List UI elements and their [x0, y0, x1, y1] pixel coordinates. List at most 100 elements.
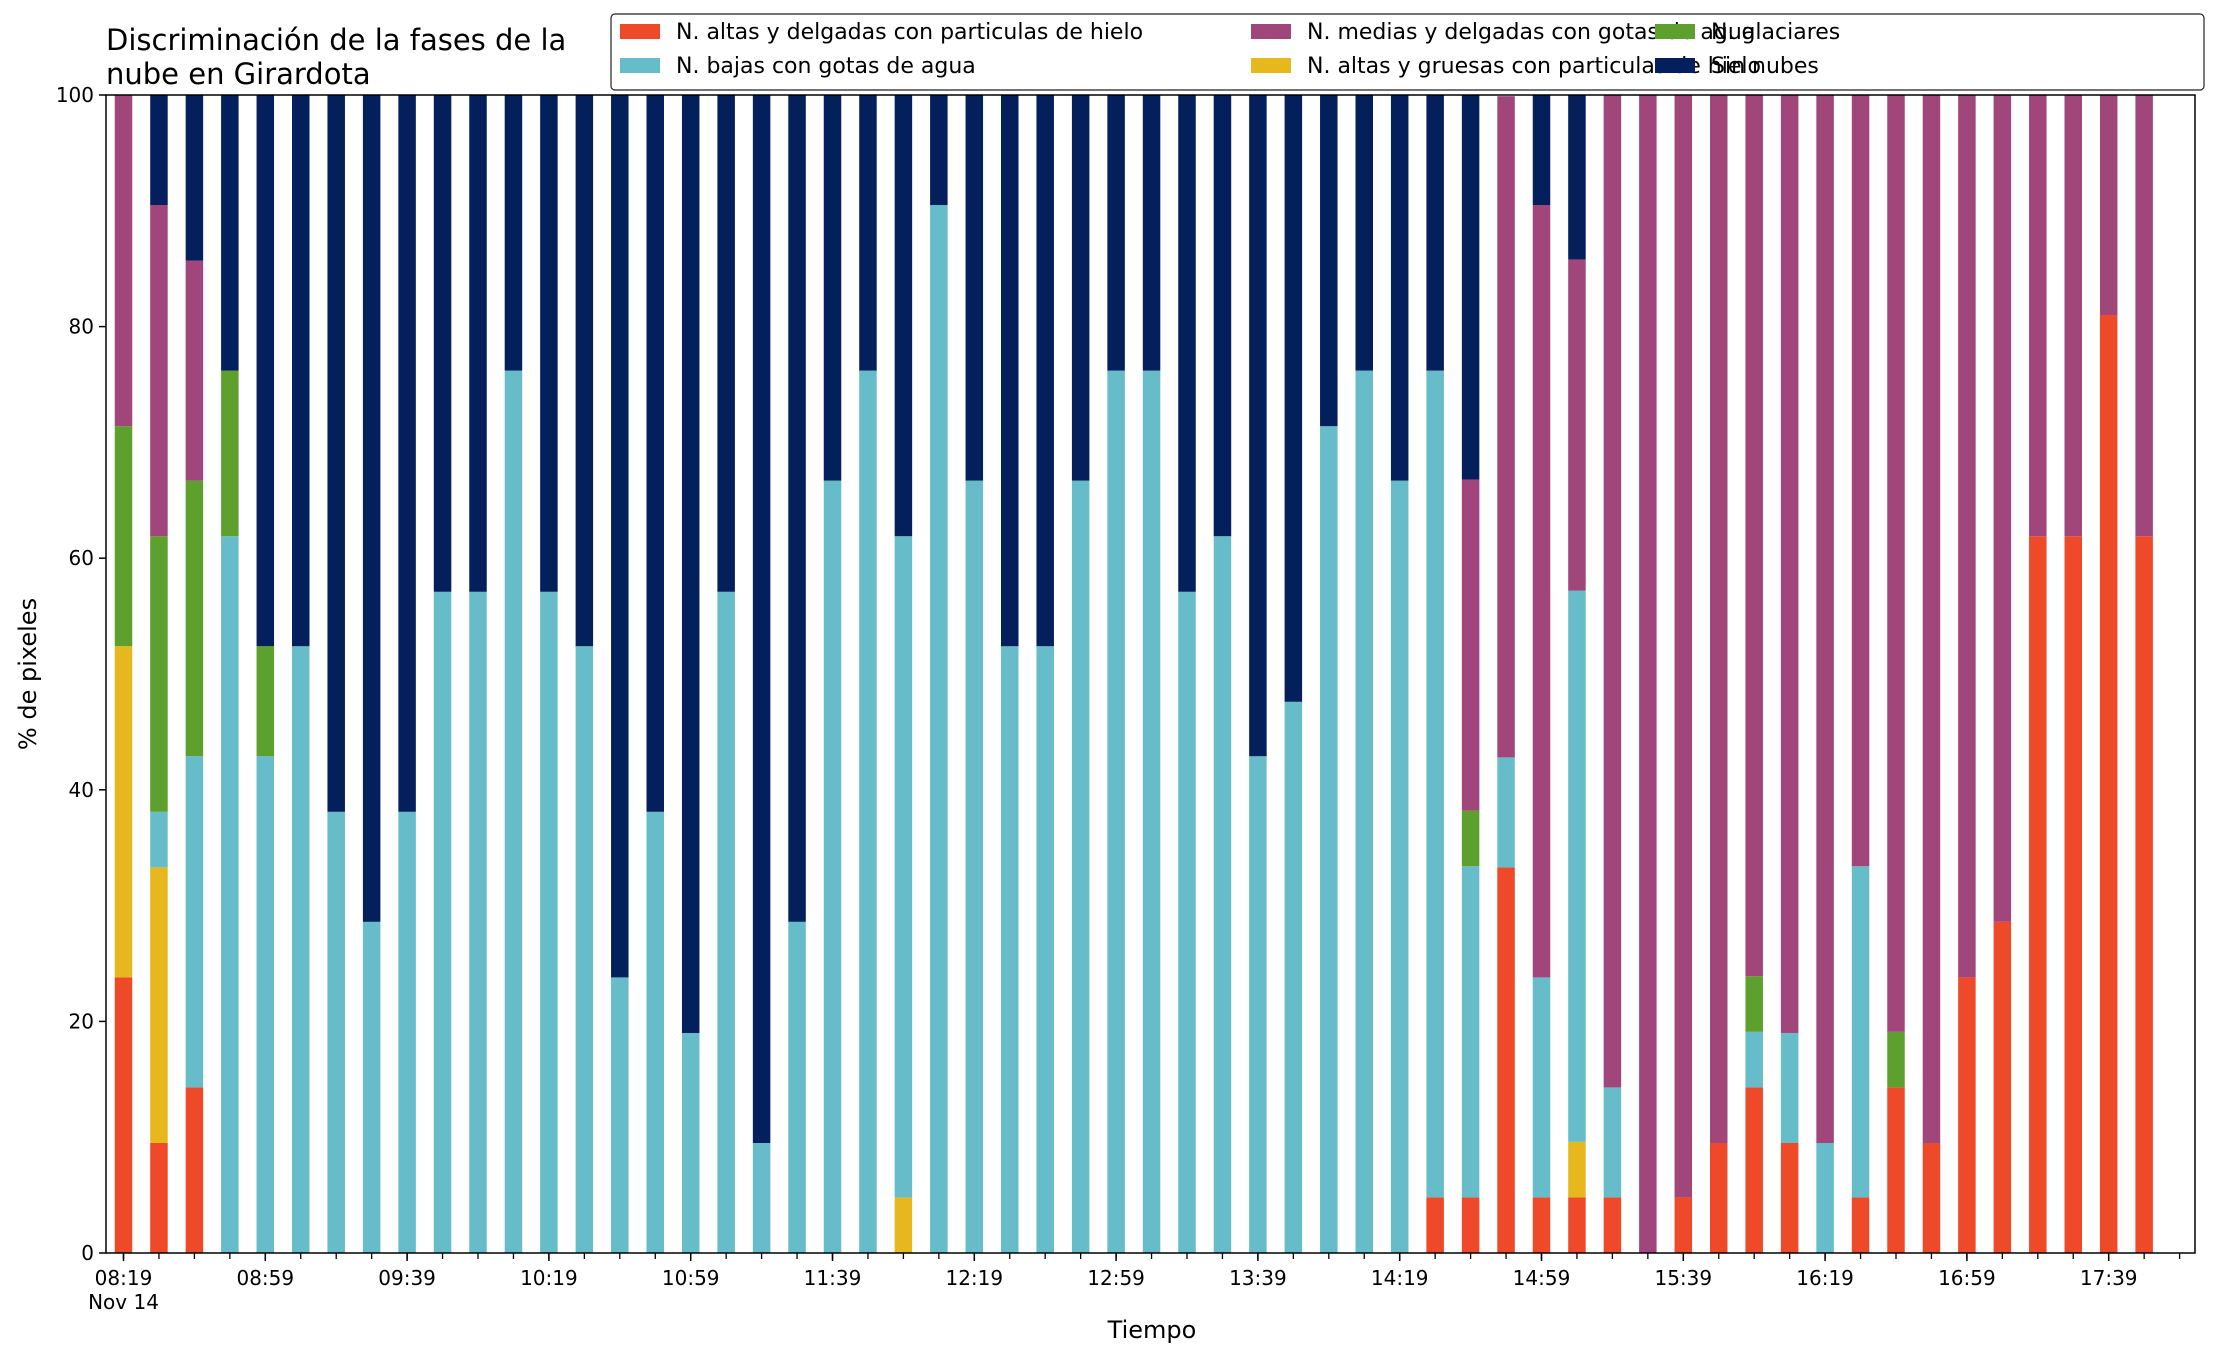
- bar-segment-47-series-4: [1780, 95, 1799, 1033]
- bar-segment-0-series-4: [114, 95, 133, 427]
- bar-segment-48-series-4: [1816, 95, 1834, 1143]
- bar-segment-39-series-4: [1497, 96, 1515, 758]
- bar-segment-35-series-5: [1355, 95, 1373, 371]
- bar-segment-16-series-5: [681, 95, 700, 1033]
- x-tick-label: 11:39: [804, 1266, 862, 1290]
- bar-segment-27-series-2: [1071, 480, 1090, 1253]
- bar-segment-8-series-5: [398, 95, 416, 812]
- bar-segment-40-series-2: [1532, 977, 1551, 1198]
- x-tick-sublabel: Nov 14: [88, 1290, 159, 1314]
- bar-segment-10-series-5: [469, 95, 487, 592]
- x-tick-label: 13:39: [1229, 1266, 1287, 1290]
- bar-segment-37-series-5: [1426, 95, 1444, 371]
- bar-segment-1-series-5: [150, 95, 168, 206]
- y-tick-label: 40: [69, 778, 94, 802]
- bar-segment-37-series-2: [1426, 370, 1444, 1198]
- bar-segment-11-series-5: [504, 95, 523, 371]
- bar-segment-54-series-4: [2029, 95, 2047, 537]
- bar-segment-31-series-2: [1213, 536, 1232, 1253]
- bar-segment-42-series-4: [1603, 95, 1622, 1088]
- bar-segment-41-series-1: [1568, 1141, 1586, 1198]
- x-tick-label: 10:19: [520, 1266, 578, 1290]
- legend-swatch: [620, 58, 660, 73]
- bar-segment-1-series-2: [150, 811, 168, 868]
- legend-entry-label: Sin nubes: [1711, 54, 1819, 79]
- x-tick-label: 16:19: [1796, 1266, 1854, 1290]
- bar-segment-1-series-3: [150, 536, 168, 812]
- bar-segment-39-series-2: [1497, 757, 1515, 868]
- bar-segment-12-series-5: [540, 95, 558, 592]
- bar-segment-38-series-0: [1461, 1197, 1480, 1253]
- bar-segment-3-series-5: [221, 95, 239, 371]
- bar-segment-11-series-2: [504, 370, 523, 1254]
- x-tick-label: 16:59: [1938, 1266, 1996, 1290]
- bar-segment-55-series-4: [2064, 95, 2082, 537]
- bar-segment-20-series-2: [823, 480, 842, 1253]
- x-tick-label: 09:39: [378, 1266, 436, 1290]
- bar-segment-43-series-4: [1639, 95, 1657, 1253]
- bar-segment-1-series-4: [150, 205, 168, 537]
- y-tick-label: 100: [56, 83, 94, 107]
- bar-segment-36-series-2: [1390, 480, 1409, 1253]
- bar-segment-53-series-0: [1993, 921, 2012, 1253]
- bar-segment-23-series-5: [930, 95, 948, 206]
- bar-segment-8-series-2: [398, 811, 416, 1253]
- bar-segment-40-series-4: [1532, 205, 1551, 978]
- bar-segment-50-series-3: [1887, 1031, 1905, 1088]
- bar-segment-48-series-2: [1816, 1142, 1834, 1253]
- bar-segment-42-series-0: [1603, 1197, 1622, 1253]
- legend: N. altas y delgadas con particulas de hi…: [610, 13, 2205, 91]
- bar-segment-31-series-5: [1213, 95, 1232, 537]
- bar-segment-51-series-4: [1922, 95, 1941, 1143]
- bar-segment-0-series-0: [114, 977, 133, 1253]
- bar-segment-32-series-2: [1249, 756, 1267, 1253]
- x-axis-label: Tiempo: [1107, 1316, 1197, 1344]
- bar-segment-50-series-0: [1887, 1087, 1905, 1253]
- bar-segment-49-series-4: [1851, 95, 1870, 867]
- x-tick-label: 14:59: [1513, 1266, 1571, 1290]
- bar-segment-46-series-3: [1745, 976, 1763, 1032]
- bar-segment-42-series-2: [1603, 1087, 1622, 1198]
- bar-segment-33-series-2: [1284, 701, 1303, 1253]
- bar-segment-2-series-0: [185, 1087, 204, 1253]
- bar-segment-24-series-5: [965, 95, 984, 481]
- bar-segment-34-series-2: [1320, 426, 1338, 1253]
- x-tick-label: 15:39: [1654, 1266, 1712, 1290]
- bar-segment-4-series-3: [256, 646, 275, 757]
- bar-segment-35-series-2: [1355, 370, 1373, 1254]
- bar-segment-6-series-5: [327, 95, 345, 812]
- chart-title-line-2: nube en Girardota: [106, 57, 371, 91]
- x-tick-label: 08:59: [236, 1266, 294, 1290]
- legend-swatch: [620, 24, 660, 39]
- bar-segment-9-series-5: [433, 95, 452, 592]
- bar-segment-41-series-2: [1568, 590, 1586, 1142]
- bar-segment-46-series-2: [1745, 1031, 1763, 1088]
- bar-segment-41-series-0: [1568, 1197, 1586, 1253]
- bar-segment-13-series-5: [575, 95, 594, 647]
- y-tick-label: 60: [69, 546, 94, 570]
- legend-swatch: [1251, 24, 1291, 39]
- bar-segment-29-series-2: [1142, 370, 1161, 1254]
- bar-segment-29-series-5: [1142, 95, 1161, 371]
- bar-segment-5-series-2: [292, 646, 310, 1253]
- bar-segment-55-series-0: [2064, 536, 2082, 1253]
- bar-segment-0-series-1: [114, 646, 133, 978]
- bar-segment-4-series-5: [256, 95, 275, 647]
- bar-segment-44-series-4: [1674, 95, 1693, 1198]
- bar-segment-4-series-2: [256, 756, 275, 1253]
- bar-segment-6-series-2: [327, 811, 345, 1253]
- bar-segment-2-series-5: [185, 95, 204, 261]
- x-tick-label: 08:19: [95, 1266, 153, 1290]
- bar-segment-22-series-2: [894, 536, 913, 1198]
- bar-segment-2-series-2: [185, 756, 204, 1088]
- bar-segment-27-series-5: [1071, 95, 1090, 481]
- bar-segment-46-series-4: [1745, 95, 1763, 977]
- legend-entry-label: N. glaciares: [1711, 20, 1840, 45]
- bar-segment-38-series-2: [1461, 866, 1480, 1198]
- bar-segment-25-series-5: [1001, 95, 1019, 647]
- bar-segment-34-series-5: [1320, 95, 1338, 427]
- x-tick-label: 14:19: [1371, 1266, 1429, 1290]
- bar-segment-47-series-2: [1780, 1032, 1799, 1143]
- bar-segment-3-series-3: [221, 370, 239, 537]
